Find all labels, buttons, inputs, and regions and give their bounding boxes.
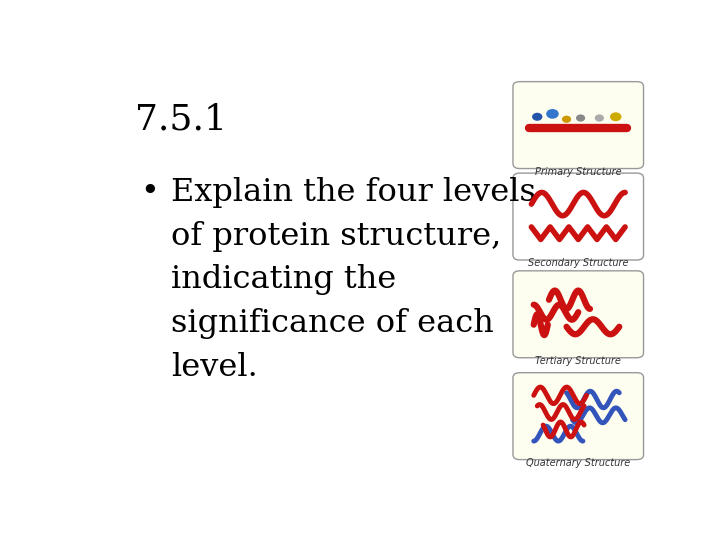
Text: 7.5.1: 7.5.1 [135, 102, 227, 136]
Circle shape [577, 115, 585, 121]
Circle shape [562, 116, 570, 122]
Circle shape [611, 113, 621, 120]
Text: significance of each: significance of each [171, 308, 494, 339]
FancyBboxPatch shape [513, 173, 644, 260]
Text: of protein structure,: of protein structure, [171, 221, 501, 252]
Circle shape [595, 115, 603, 121]
FancyBboxPatch shape [513, 373, 644, 460]
FancyBboxPatch shape [513, 82, 644, 168]
Text: Secondary Structure: Secondary Structure [528, 258, 629, 268]
Text: •: • [140, 177, 159, 208]
Text: level.: level. [171, 352, 258, 383]
Text: Tertiary Structure: Tertiary Structure [535, 356, 621, 366]
Text: indicating the: indicating the [171, 265, 396, 295]
Text: Explain the four levels: Explain the four levels [171, 177, 536, 208]
Text: Quaternary Structure: Quaternary Structure [526, 458, 631, 468]
Text: Primary Structure: Primary Structure [535, 167, 621, 177]
FancyBboxPatch shape [513, 271, 644, 357]
Circle shape [533, 113, 541, 120]
Circle shape [547, 110, 558, 118]
